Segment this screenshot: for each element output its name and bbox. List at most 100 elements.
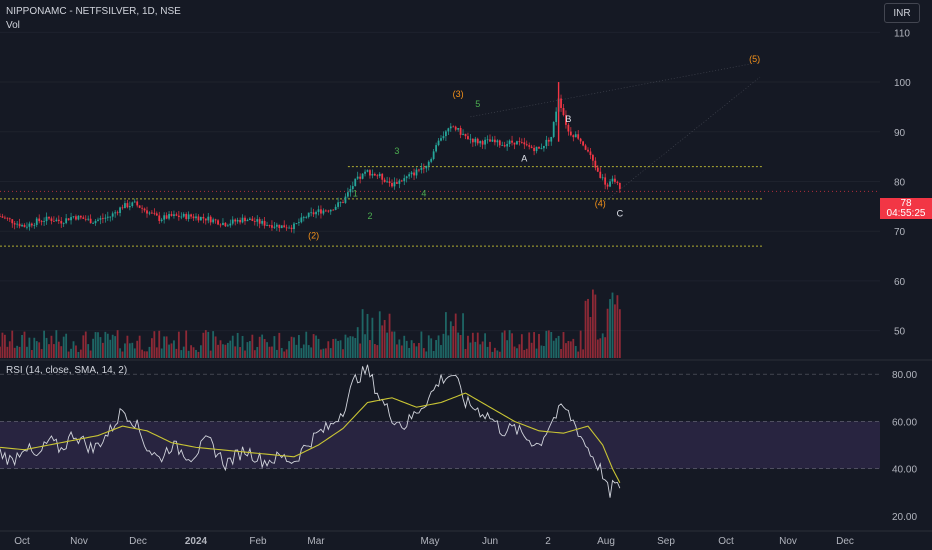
currency-button[interactable]: INR [884, 3, 920, 23]
volume-bar [146, 351, 148, 358]
volume-bar [430, 338, 433, 358]
volume-bar [141, 349, 143, 358]
candle-body [136, 201, 139, 206]
volume-label[interactable]: Vol [6, 20, 20, 31]
candle-body [151, 212, 153, 214]
candle-body [494, 139, 496, 143]
candle-body [533, 147, 535, 152]
candle-body [582, 141, 584, 146]
symbol-title[interactable]: NIPPONAMC - NETFSILVER, 1D, NSE [6, 6, 181, 17]
candle-body [594, 160, 597, 168]
volume-bar [601, 333, 604, 358]
volume-bar [589, 316, 592, 358]
volume-bar [158, 330, 161, 358]
volume-bar [94, 332, 97, 358]
volume-bar [136, 340, 139, 358]
candle-body [226, 225, 229, 227]
volume-bar [104, 331, 107, 358]
candle-body [525, 144, 528, 146]
volume-bar [491, 351, 494, 358]
volume-bar [4, 334, 6, 358]
volume-bar [486, 346, 489, 358]
candle-body [373, 173, 376, 176]
candle-body [418, 169, 420, 171]
volume-bar [484, 333, 486, 358]
volume-bar [11, 330, 14, 358]
volume-bar [187, 350, 190, 358]
volume-bar [50, 335, 53, 358]
wave-label-major: (2) [308, 231, 319, 241]
volume-bar [592, 289, 594, 358]
volume-bar [364, 334, 366, 358]
candle-body [290, 227, 293, 230]
candle-body [190, 214, 192, 217]
candle-body [398, 180, 401, 184]
candle-body [82, 217, 85, 219]
volume-bar [173, 340, 175, 358]
candle-body [111, 213, 114, 217]
volume-bar [496, 350, 499, 358]
candle-body [160, 219, 163, 221]
volume-bar [543, 345, 545, 358]
candle-body [202, 216, 205, 219]
candle-body [253, 220, 256, 222]
candle-body [369, 170, 371, 176]
volume-bar [457, 332, 460, 358]
volume-bar [0, 346, 1, 358]
volume-bar [18, 346, 21, 358]
candle-body [30, 223, 33, 226]
last-price-tag: 78 [880, 198, 932, 209]
candle-body [467, 136, 469, 140]
volume-bar [369, 340, 371, 358]
volume-bar [222, 344, 224, 358]
candle-body [535, 146, 538, 152]
candle-body [491, 139, 494, 142]
volume-bars [0, 289, 621, 358]
volume-bar [508, 330, 511, 358]
volume-bar [290, 336, 293, 358]
candle-body [222, 222, 224, 225]
rsi-label[interactable]: RSI (14, close, SMA, 14, 2) [6, 365, 128, 376]
volume-bar [388, 313, 391, 358]
candle-body [131, 202, 134, 207]
volume-bar [371, 317, 374, 358]
candle-body [550, 136, 553, 142]
candle-body [347, 192, 349, 197]
volume-bar [204, 330, 207, 358]
candle-body [349, 188, 352, 193]
volume-bar [334, 338, 337, 358]
candle-body [332, 209, 335, 211]
volume-bar [38, 342, 41, 358]
volume-bar [400, 345, 403, 358]
candle-body [285, 227, 288, 229]
time-tick-label: Aug [597, 536, 615, 547]
price-axis[interactable]: 50 60 70 80 90 100 110 [894, 28, 911, 337]
volume-bar [474, 341, 477, 358]
candle-body [146, 210, 148, 214]
candle-body [393, 182, 396, 187]
volume-bar [538, 333, 540, 358]
candle-body [75, 216, 77, 220]
volume-bar [268, 346, 271, 358]
candle-body [79, 215, 82, 218]
candle-body [180, 216, 183, 218]
candle-body [214, 219, 217, 221]
candle-body [528, 145, 531, 147]
rsi-axis[interactable]: 20.00 40.00 60.00 80.00 [892, 370, 917, 523]
candle-body [173, 214, 175, 216]
candle-body [601, 177, 604, 179]
time-axis[interactable]: Oct Nov Dec 2024 Feb Mar May Jun 2 Aug Sep Oct Nov De… [0, 530, 932, 547]
price-tick-label: 110 [894, 28, 910, 39]
candle-body [168, 214, 170, 219]
volume-bar [574, 346, 577, 358]
volume-bar [116, 330, 119, 358]
candle-body [609, 181, 611, 187]
volume-bar [209, 350, 212, 358]
candle-body [381, 173, 384, 180]
volume-bar [317, 338, 320, 358]
candle-body [21, 224, 23, 227]
candle-body [38, 218, 41, 222]
volume-bar [13, 347, 16, 358]
candle-body [327, 210, 330, 212]
